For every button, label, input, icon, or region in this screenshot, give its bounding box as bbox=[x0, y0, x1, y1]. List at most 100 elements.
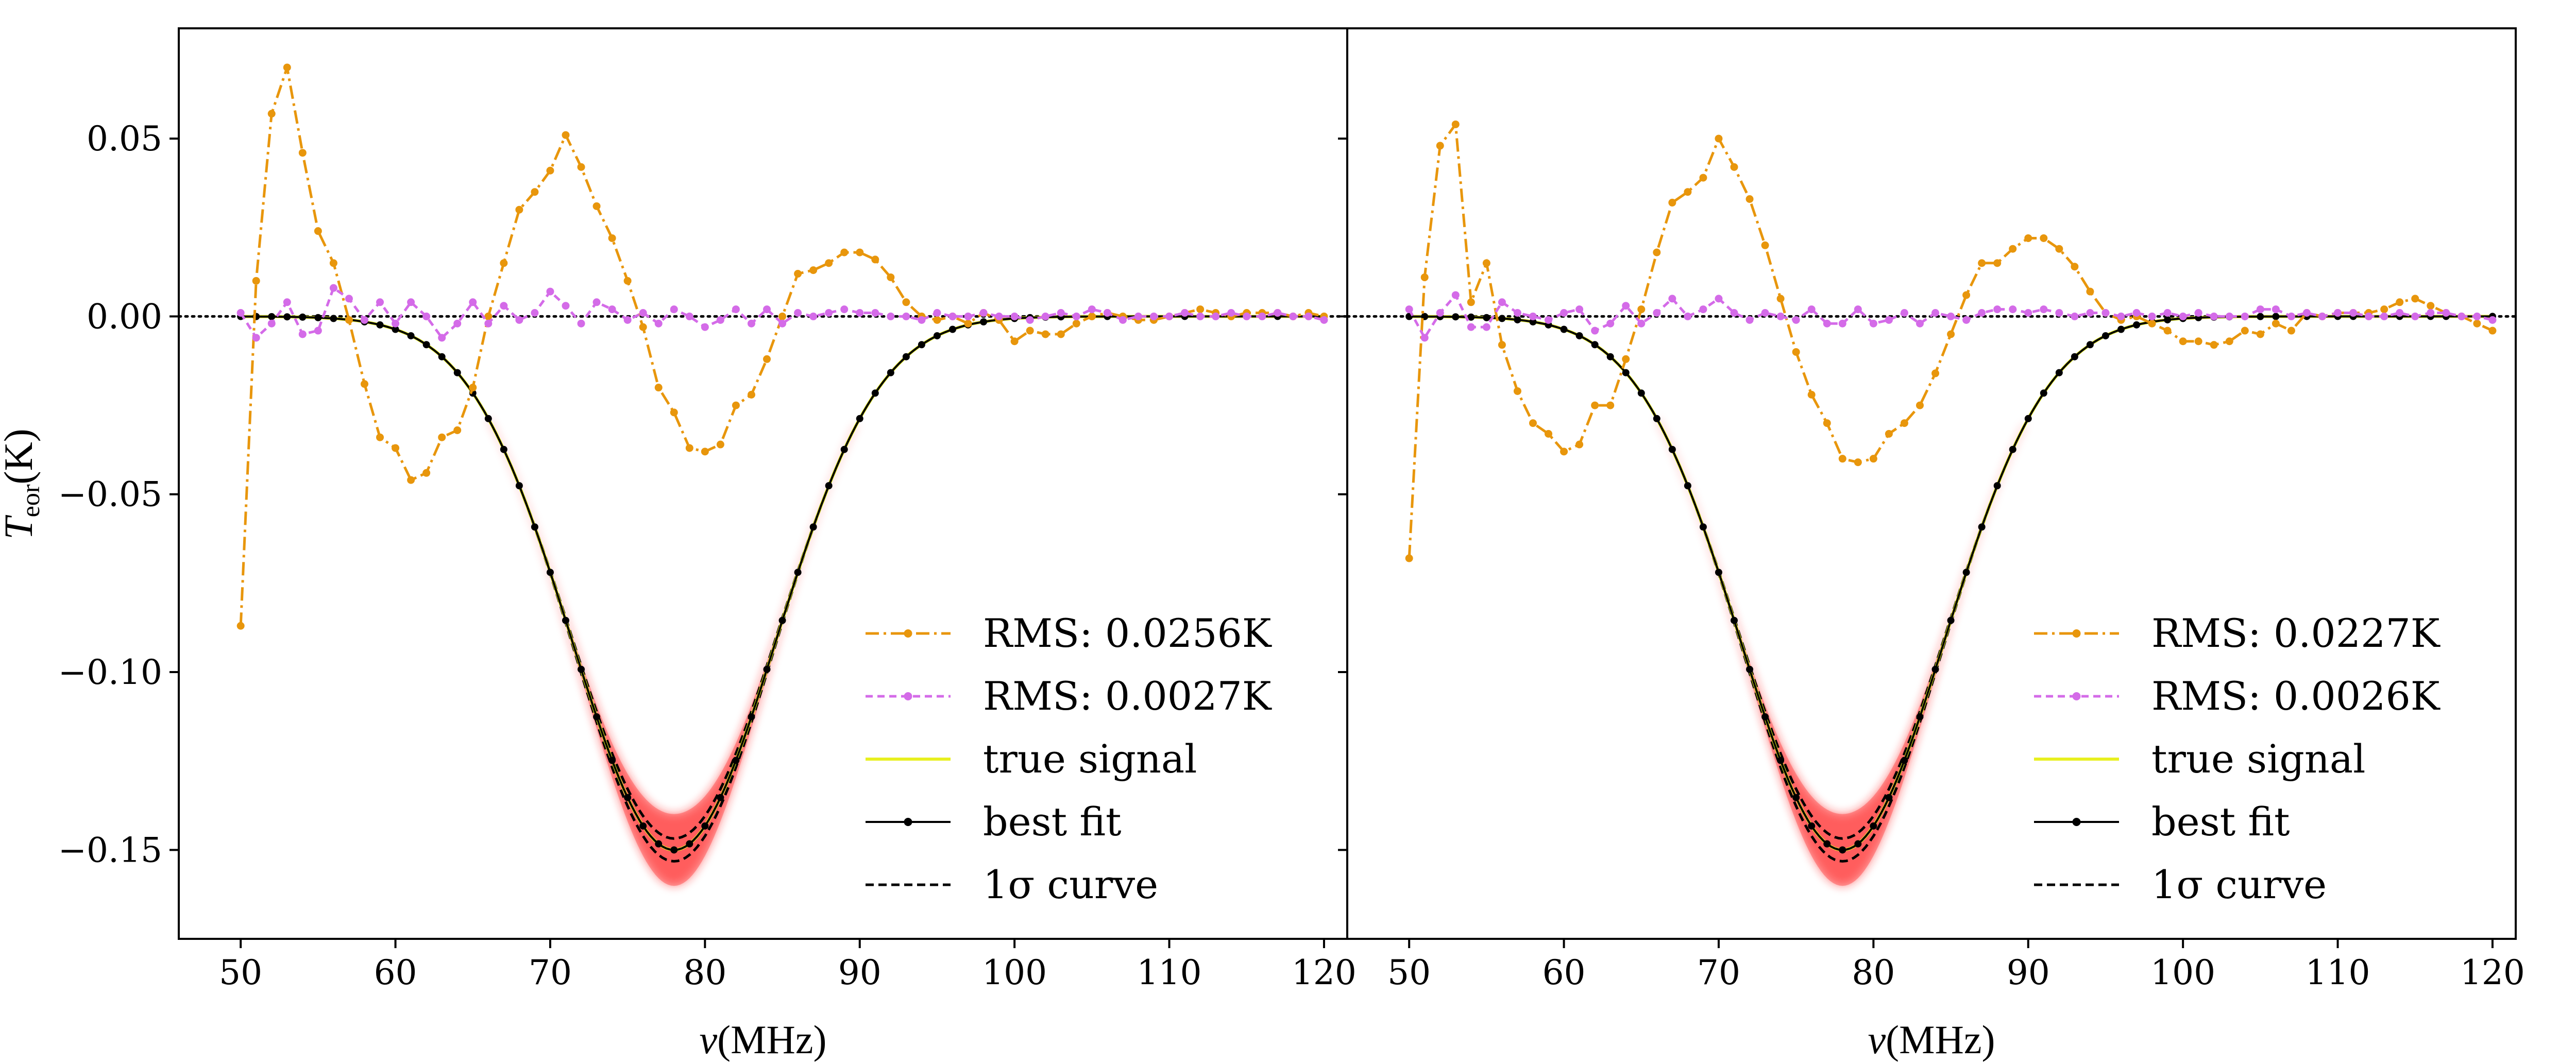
x-tick-label: 100 bbox=[2150, 953, 2215, 992]
series-point-2 bbox=[685, 312, 693, 320]
legend-marker bbox=[904, 818, 912, 826]
best-fit-point bbox=[453, 369, 461, 376]
x-tick-label: 80 bbox=[683, 953, 726, 992]
y-axis-label: Teor(K) bbox=[0, 428, 45, 540]
best-fit-point bbox=[1575, 332, 1583, 339]
series-point-1 bbox=[763, 355, 771, 363]
series-point-2 bbox=[236, 309, 245, 317]
series-point-2 bbox=[2225, 312, 2233, 320]
best-fit-point bbox=[484, 415, 492, 422]
best-fit-point bbox=[1870, 822, 1877, 830]
series-point-2 bbox=[2009, 305, 2017, 314]
legend-label: true signal bbox=[983, 736, 1197, 782]
series-point-2 bbox=[747, 319, 755, 328]
series-point-2 bbox=[1637, 319, 1646, 328]
series-point-2 bbox=[2473, 312, 2481, 320]
series-point-1 bbox=[2210, 341, 2218, 349]
series-point-1 bbox=[1776, 295, 1785, 303]
best-fit-point bbox=[1653, 415, 1660, 422]
series-point-1 bbox=[422, 469, 431, 477]
series-point-2 bbox=[1745, 316, 1754, 324]
best-fit-point bbox=[732, 757, 740, 764]
series-point-1 bbox=[2024, 234, 2032, 242]
best-fit-point bbox=[871, 389, 879, 397]
series-point-2 bbox=[1165, 312, 1174, 320]
legend-marker bbox=[2072, 629, 2081, 638]
series-point-1 bbox=[871, 255, 879, 264]
series-point-1 bbox=[1668, 198, 1676, 207]
series-point-2 bbox=[856, 309, 864, 317]
series-point-2 bbox=[2302, 309, 2311, 317]
panel-1: 50 60 70 80 90 100 110 120 0.05 0.00 −0.05 −0.10 −0.… bbox=[58, 27, 1357, 1062]
best-fit-point bbox=[1715, 569, 1722, 576]
series-point-2 bbox=[1606, 319, 1615, 328]
best-fit-point bbox=[283, 313, 291, 321]
axes-frame bbox=[178, 27, 1348, 940]
series-point-2 bbox=[887, 312, 895, 320]
series-point-2 bbox=[1947, 312, 1955, 320]
x-tick-label: 120 bbox=[1292, 953, 1357, 992]
series-point-2 bbox=[1838, 319, 1846, 328]
series-point-1 bbox=[469, 384, 477, 392]
series-point-2 bbox=[809, 312, 818, 320]
best-fit-point bbox=[1514, 316, 1521, 323]
series-point-2 bbox=[623, 316, 632, 324]
series-point-2 bbox=[1010, 312, 1019, 320]
best-fit-point bbox=[392, 325, 399, 333]
best-fit-point bbox=[701, 822, 709, 830]
series-point-1 bbox=[1545, 430, 1553, 438]
best-fit-point bbox=[2024, 415, 2032, 422]
best-fit-point bbox=[2117, 325, 2125, 333]
best-fit-point bbox=[1730, 616, 1738, 624]
series-point-1 bbox=[623, 277, 632, 285]
series-point-2 bbox=[345, 295, 353, 303]
series-point-1 bbox=[1916, 401, 1924, 409]
best-fit-point bbox=[2009, 445, 2016, 453]
series-point-2 bbox=[484, 319, 493, 328]
series-point-2 bbox=[1320, 316, 1328, 324]
x-tick-label: 50 bbox=[219, 953, 262, 992]
series-point-1 bbox=[1993, 259, 2002, 267]
series-point-1 bbox=[2396, 298, 2404, 306]
best-fit-point bbox=[314, 314, 322, 321]
best-fit-point bbox=[840, 445, 848, 453]
series-point-2 bbox=[2102, 309, 2110, 317]
best-fit-point bbox=[1885, 794, 1893, 801]
legend-marker bbox=[904, 629, 912, 638]
series-point-1 bbox=[1026, 327, 1034, 335]
series-point-1 bbox=[2179, 337, 2187, 346]
x-axis-label: ν(MHz) bbox=[1868, 1017, 1995, 1062]
series-point-2 bbox=[252, 334, 260, 342]
series-point-1 bbox=[1823, 419, 1831, 427]
series-point-2 bbox=[964, 312, 972, 320]
series-point-1 bbox=[809, 266, 818, 274]
best-fit-point bbox=[2086, 341, 2094, 349]
series-point-1 bbox=[608, 234, 616, 242]
best-fit-point bbox=[1993, 482, 2001, 490]
series-point-2 bbox=[1041, 312, 1049, 320]
series-point-1 bbox=[2071, 263, 2079, 271]
series-point-2 bbox=[902, 312, 910, 320]
best-fit-point bbox=[546, 569, 554, 576]
series-point-2 bbox=[1792, 316, 1800, 324]
series-point-2 bbox=[1420, 334, 1429, 342]
series-point-1 bbox=[592, 202, 601, 210]
x-tick-label: 110 bbox=[1137, 953, 1202, 992]
series-point-2 bbox=[1962, 316, 1971, 324]
series-point-1 bbox=[2241, 327, 2249, 335]
series-point-2 bbox=[2163, 309, 2172, 317]
best-fit-point bbox=[670, 846, 678, 854]
series-point-2 bbox=[1150, 312, 1158, 320]
series-point-1 bbox=[1885, 430, 1893, 438]
series-point-1 bbox=[1699, 174, 1707, 182]
series-point-1 bbox=[500, 259, 508, 267]
series-point-2 bbox=[1699, 305, 1707, 314]
series-point-1 bbox=[236, 622, 245, 630]
series-point-2 bbox=[2349, 309, 2358, 317]
series-point-1 bbox=[314, 227, 322, 235]
series-point-2 bbox=[1622, 302, 1630, 310]
series-point-1 bbox=[1467, 298, 1475, 306]
best-fit-point bbox=[1498, 315, 1506, 322]
